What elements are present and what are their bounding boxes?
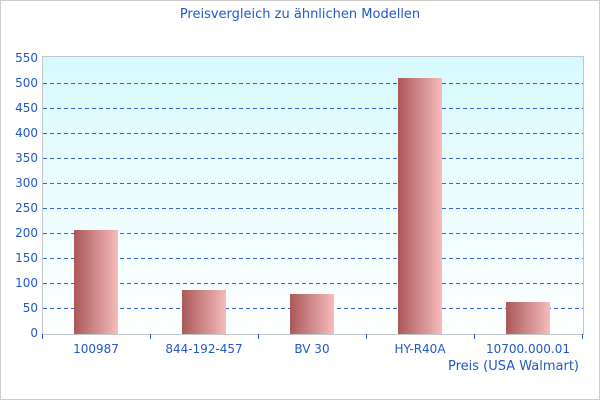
gridline-150 (43, 258, 583, 259)
y-tick-label-0: 0 (30, 326, 38, 340)
y-tick-label-500: 500 (15, 76, 38, 90)
bar-844-192-457 (182, 290, 226, 334)
gridline-250 (43, 208, 583, 209)
y-tick-label-550: 550 (15, 51, 38, 65)
x-category-label-BV 30: BV 30 (294, 342, 330, 356)
x-tick-mark (474, 334, 475, 339)
x-tick-mark (258, 334, 259, 339)
x-category-label-10700.000.01: 10700.000.01 (486, 342, 570, 356)
x-tick-mark (582, 334, 583, 339)
x-category-label-100987: 100987 (73, 342, 119, 356)
y-tick-label-200: 200 (15, 226, 38, 240)
y-tick-label-300: 300 (15, 176, 38, 190)
x-tick-mark (42, 334, 43, 339)
x-tick-mark (366, 334, 367, 339)
chart-title: Preisvergleich zu ähnlichen Modellen (179, 7, 421, 22)
gridline-500 (43, 83, 583, 84)
y-tick-label-50: 50 (22, 301, 38, 315)
plot-area (42, 56, 584, 335)
gridline-200 (43, 233, 583, 234)
gridline-300 (43, 183, 583, 184)
gridline-450 (43, 108, 583, 109)
bar-10700.000.01 (506, 302, 550, 334)
y-tick-label-400: 400 (15, 126, 38, 140)
y-tick-label-350: 350 (15, 151, 38, 165)
y-tick-label-250: 250 (15, 201, 38, 215)
bar-BV 30 (290, 294, 334, 334)
x-axis-title: Preis (USA Walmart) (447, 359, 579, 374)
bar-100987 (74, 230, 118, 334)
x-category-label-844-192-457: 844-192-457 (165, 342, 243, 356)
y-tick-label-100: 100 (15, 276, 38, 290)
gridline-350 (43, 158, 583, 159)
y-tick-label-150: 150 (15, 251, 38, 265)
bar-HY-R40A (398, 78, 442, 334)
x-tick-mark (150, 334, 151, 339)
y-tick-label-450: 450 (15, 101, 38, 115)
x-category-label-HY-R40A: HY-R40A (394, 342, 446, 356)
gridline-100 (43, 283, 583, 284)
gridline-400 (43, 133, 583, 134)
